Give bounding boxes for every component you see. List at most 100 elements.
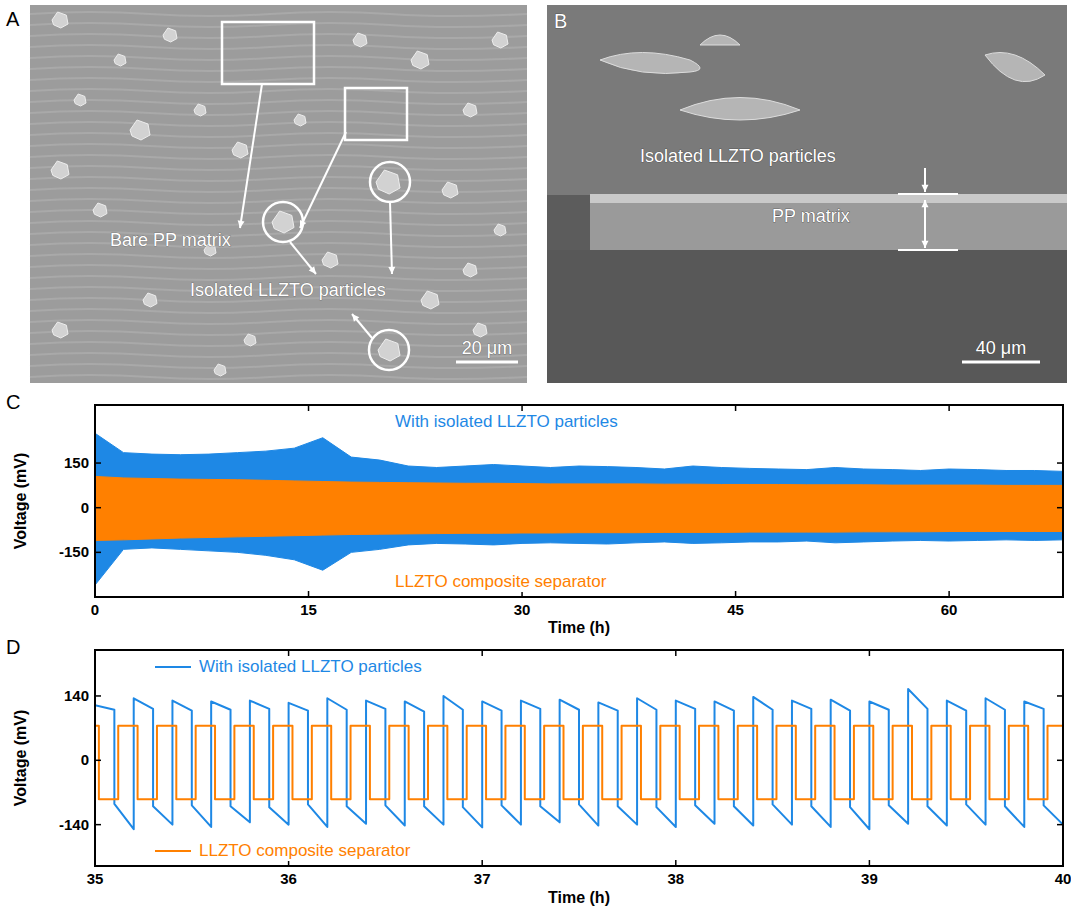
particle-layer [590,194,1067,203]
texture [30,243,527,247]
chart-panel: 353637383940-1400140Time (h)Voltage (mV)… [6,636,1071,906]
x-tick-label: 39 [861,870,878,887]
x-tick-label: 15 [300,601,317,618]
texture [30,331,527,335]
texture [30,265,527,269]
arrow-head [352,314,359,322]
marker-line [898,249,958,251]
texture [30,232,527,236]
annotation: Isolated LLZTO particles [640,146,836,166]
particle [163,28,177,42]
x-tick [948,591,950,597]
panel-label: C [6,391,20,413]
y-tick [95,462,101,464]
x-tick [869,650,871,656]
texture [30,34,527,38]
x-axis-title: Time (h) [548,889,610,906]
circle [370,162,410,202]
particle [244,334,256,346]
particle [421,291,439,309]
particle [294,114,306,126]
legend-bg [152,656,425,677]
scale-bar-label: 40 μm [976,338,1026,358]
legend-bg [392,571,610,592]
y-tick [95,552,101,554]
texture [30,309,527,313]
sem-image [30,5,527,383]
particle [378,339,400,361]
arrow-line [290,242,316,274]
particle [51,161,69,179]
x-tick [1062,860,1064,866]
box [222,22,314,84]
chart-panel: 015304560-1500150Time (h)Voltage (mV)CWi… [6,391,1063,636]
particle [463,103,477,117]
y-axis-title: Voltage (mV) [12,710,29,807]
legend-label: LLZTO composite separator [395,572,607,591]
annotation: PP matrix [772,206,850,226]
particle [114,54,126,66]
x-tick-label: 37 [474,870,491,887]
texture [30,155,527,159]
y-tick [1057,760,1063,762]
particle [353,33,367,47]
texture [30,342,527,346]
plot-frame [95,650,1063,866]
annotation: Isolated LLZTO particles [190,280,386,300]
x-tick [481,650,483,656]
y-tick-label: 0 [81,751,89,768]
x-tick [521,405,523,411]
x-tick-label: 60 [941,601,958,618]
circle [263,202,303,242]
legend-entry: With isolated LLZTO particles [152,656,425,677]
texture [30,133,527,137]
particle [52,322,68,338]
arrow-line [352,314,372,338]
plot-frame [95,405,1063,597]
texture [30,111,527,115]
texture [30,166,527,170]
x-tick [735,405,737,411]
texture [30,78,527,82]
sem-image [547,5,1067,383]
voltage-band [95,433,1063,585]
sem-region [547,5,1067,195]
texture [30,100,527,104]
x-tick-label: 40 [1055,870,1071,887]
arrow-head [922,241,929,248]
texture [30,122,527,126]
y-tick [1057,824,1063,826]
y-tick [1057,695,1063,697]
arrow-head [922,185,929,192]
circle [369,330,409,370]
pp-layer [590,203,1067,250]
texture [30,67,527,71]
particle [463,263,477,277]
scale-bar-label: 20 μm [462,338,512,358]
legend-swatch [155,850,191,852]
texture [30,364,527,368]
particle [473,323,487,337]
y-tick [95,824,101,826]
particle [494,224,506,236]
x-tick [675,860,677,866]
y-tick [1057,462,1063,464]
y-tick-label: 150 [64,454,89,471]
x-tick [948,405,950,411]
y-tick [95,760,101,762]
texture [30,254,527,258]
x-tick-label: 38 [667,870,684,887]
x-tick [675,650,677,656]
texture [30,12,527,16]
legend-label: LLZTO composite separator [199,841,411,860]
annotation: Bare PP matrix [110,230,231,250]
texture [30,177,527,181]
debris [600,35,1045,120]
marker-line [898,193,958,195]
x-tick [94,405,96,411]
voltage-band [95,476,1063,540]
y-tick [95,507,101,509]
particle [143,293,157,307]
y-tick [1057,552,1063,554]
particle [411,51,429,69]
